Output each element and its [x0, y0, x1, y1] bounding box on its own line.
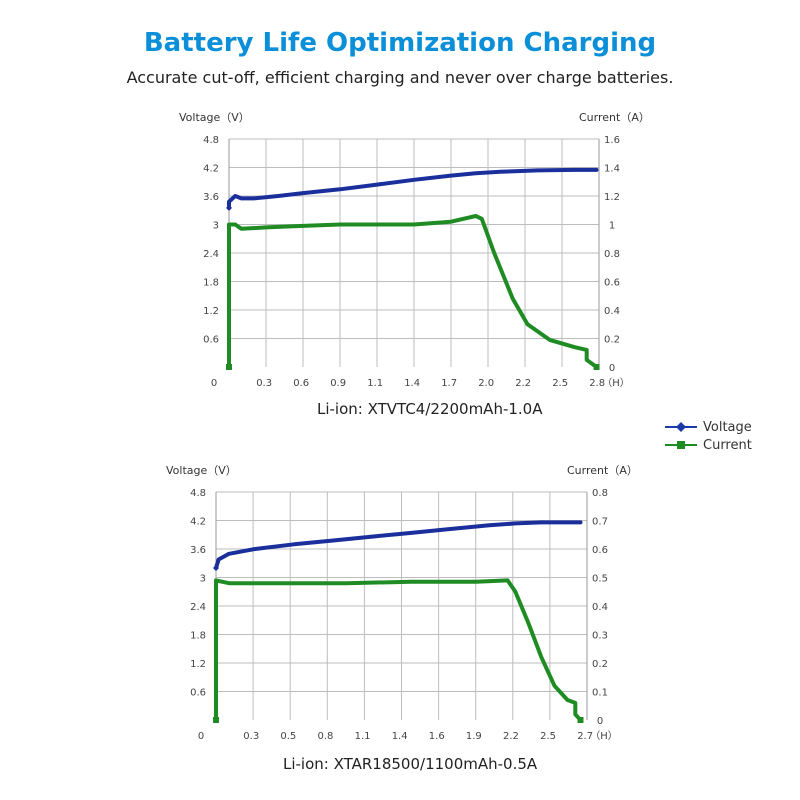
- chart1-xtick: 0.6: [293, 378, 309, 389]
- chart2-xtick: 0.8: [317, 731, 333, 742]
- chart2-xtick: 2.5: [540, 731, 556, 742]
- chart1-ylabel-left: Voltage（V）: [179, 111, 250, 124]
- chart2-ytick-right: 0.6: [592, 545, 608, 556]
- chart1-ytick-right: 1.6: [604, 135, 620, 146]
- chart2-ytick-right: 0.2: [592, 659, 608, 670]
- chart1-ytick-left: 3.6: [203, 192, 219, 203]
- legend-item-voltage: Voltage: [665, 418, 752, 436]
- voltage-legend-marker: [665, 422, 697, 432]
- chart2-ytick-left: 3: [200, 574, 206, 585]
- chart2-ytick-right: 0.7: [592, 517, 608, 528]
- chart2-xtick: 1.4: [392, 731, 408, 742]
- chart1-ytick-left: 4.2: [203, 164, 219, 175]
- chart2-x-unit: （H）: [590, 730, 618, 742]
- chart1-ytick-left: 3: [213, 221, 219, 232]
- chart2-ytick-right: 0.3: [592, 631, 608, 642]
- chart1-ylabel-right: Current（A）: [579, 111, 650, 124]
- chart1-ytick-right: 1: [609, 221, 615, 232]
- chart1-voltage-marker: [226, 204, 232, 211]
- chart1-ytick-left: 2.4: [203, 249, 219, 260]
- chart1-series-current: [227, 214, 599, 369]
- chart-2-caption: Li-ion: XTAR18500/1100mAh-0.5A: [283, 755, 538, 773]
- chart2-xtick: 2.7: [577, 731, 593, 742]
- chart1-xtick: 1.7: [441, 378, 457, 389]
- chart2-ytick-right: 0.1: [592, 688, 608, 699]
- chart2-xtick: 2.2: [503, 731, 519, 742]
- chart2-ytick-left: 3.6: [190, 545, 206, 556]
- chart2-ylabel-right: Current（A）: [567, 464, 638, 477]
- chart2-ytick-left: 4.8: [190, 488, 206, 499]
- chart2-xtick: 0.3: [243, 731, 259, 742]
- chart2-ytick-left: 2.4: [190, 602, 206, 613]
- chart1-current-marker: [226, 364, 232, 370]
- chart1-ytick-right: 0.6: [604, 278, 620, 289]
- chart2-current-marker: [213, 717, 219, 723]
- chart1-series-voltage: [227, 167, 599, 210]
- chart1-ytick-left: 1.2: [203, 306, 219, 317]
- chart2-ytick-left: 1.2: [190, 659, 206, 670]
- current-legend-marker: [665, 441, 697, 449]
- chart1-xtick-origin: 0: [211, 378, 217, 389]
- chart2-ytick-right: 0.5: [592, 574, 608, 585]
- legend: Voltage Current: [665, 418, 752, 454]
- chart2-current-marker: [577, 717, 584, 723]
- legend-label-voltage: Voltage: [703, 419, 752, 435]
- chart2-xtick-origin: 0: [198, 731, 204, 742]
- chart1-ytick-right: 0: [609, 363, 615, 374]
- chart1-ytick-right: 0.2: [604, 335, 620, 346]
- chart1-xtick: 2.5: [552, 378, 568, 389]
- chart1-ytick-right: 0.4: [604, 306, 620, 317]
- chart2-series-voltage: [214, 520, 583, 570]
- chart1-xtick: 2.2: [515, 378, 531, 389]
- chart1-xtick: 0.9: [330, 378, 346, 389]
- page-title: Battery Life Optimization Charging: [143, 28, 657, 58]
- chart-1-caption: Li-ion: XTVTC4/2200mAh-1.0A: [317, 400, 543, 418]
- chart1-ytick-right: 0.8: [604, 249, 620, 260]
- chart1-xtick: 0.3: [256, 378, 272, 389]
- chart1-ytick-right: 1.2: [604, 192, 620, 203]
- page-subtitle: Accurate cut-off, efficient charging and…: [126, 68, 674, 87]
- chart2-voltage-marker: [213, 565, 219, 571]
- chart1-xtick: 1.1: [367, 378, 383, 389]
- legend-item-current: Current: [665, 436, 752, 454]
- chart2-ytick-right: 0.4: [592, 602, 608, 613]
- chart2-series-current: [214, 578, 583, 722]
- chart1-ytick-left: 0.6: [203, 335, 219, 346]
- chart2-xtick: 1.9: [466, 731, 482, 742]
- chart1-xtick: 2.8: [589, 378, 605, 389]
- chart2-ytick-right: 0.8: [592, 488, 608, 499]
- chart2-ytick-left: 1.8: [190, 631, 206, 642]
- chart2-ylabel-left: Voltage（V）: [166, 464, 237, 477]
- chart1-ytick-left: 4.8: [203, 135, 219, 146]
- chart2-ytick-left: 4.2: [190, 517, 206, 528]
- chart2-xtick: 1.1: [355, 731, 371, 742]
- chart1-current-marker: [593, 364, 600, 370]
- chart2-ytick-left: 0.6: [190, 688, 206, 699]
- chart1-ytick-left: 1.8: [203, 278, 219, 289]
- chart2-ytick-right: 0: [597, 716, 603, 727]
- chart1-x-unit: （H）: [602, 377, 630, 389]
- chart1-xtick: 1.4: [404, 378, 420, 389]
- chart2-xtick: 1.6: [429, 731, 445, 742]
- chart2-xtick: 0.5: [280, 731, 296, 742]
- legend-label-current: Current: [703, 437, 752, 453]
- chart1-xtick: 2.0: [478, 378, 494, 389]
- chart1-ytick-right: 1.4: [604, 164, 620, 175]
